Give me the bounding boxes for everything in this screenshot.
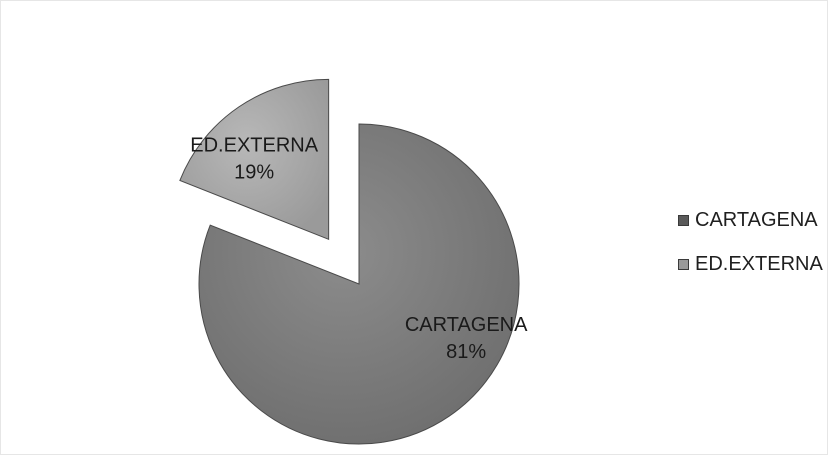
pie-slice-cartagena [198,123,520,445]
pie-slice-ed-externa [179,78,330,241]
legend-swatch-ed-externa [678,258,689,270]
pie-slices [179,78,520,445]
legend-item-cartagena: CARTAGENA [678,209,823,231]
slice-label-name-ed-externa: ED.EXTERNA [190,135,318,157]
legend-label-cartagena: CARTAGENA [695,208,818,231]
legend: CARTAGENA ED.EXTERNA [678,209,823,297]
legend-swatch-cartagena [678,214,689,226]
legend-label-ed-externa: ED.EXTERNA [695,252,823,275]
pie-labels: CARTAGENA 81% ED.EXTERNA 19% [190,135,528,363]
slice-label-value-ed-externa: 19% [234,162,274,184]
legend-item-ed-externa: ED.EXTERNA [678,253,823,275]
slice-label-name-cartagena: CARTAGENA [405,314,528,336]
slice-label-value-cartagena: 81% [446,341,486,363]
